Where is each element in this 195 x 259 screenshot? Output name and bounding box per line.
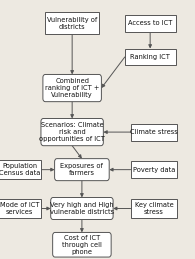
FancyBboxPatch shape bbox=[0, 160, 41, 179]
FancyBboxPatch shape bbox=[53, 233, 111, 257]
Text: Ranking ICT: Ranking ICT bbox=[130, 54, 170, 60]
FancyBboxPatch shape bbox=[131, 161, 177, 178]
FancyBboxPatch shape bbox=[131, 199, 177, 218]
Text: Scenarios: Climate
risk and
opportunities of ICT: Scenarios: Climate risk and opportunitie… bbox=[39, 122, 105, 142]
FancyBboxPatch shape bbox=[45, 12, 99, 34]
Text: Key climate
stress: Key climate stress bbox=[135, 202, 173, 215]
Text: Very high and High
vulnerable districts: Very high and High vulnerable districts bbox=[50, 202, 114, 215]
FancyBboxPatch shape bbox=[55, 159, 109, 181]
FancyBboxPatch shape bbox=[51, 197, 113, 219]
Text: Population
Census data: Population Census data bbox=[0, 163, 40, 176]
FancyBboxPatch shape bbox=[41, 119, 103, 146]
Text: Access to ICT: Access to ICT bbox=[128, 20, 172, 26]
Text: Exposures of
farmers: Exposures of farmers bbox=[60, 163, 103, 176]
Text: Poverty data: Poverty data bbox=[133, 167, 175, 173]
FancyBboxPatch shape bbox=[125, 15, 176, 32]
Text: Cost of ICT
through cell
phone: Cost of ICT through cell phone bbox=[62, 234, 102, 255]
Text: Climate stress: Climate stress bbox=[130, 129, 178, 135]
Text: Vulnerability of
districts: Vulnerability of districts bbox=[47, 17, 97, 30]
FancyBboxPatch shape bbox=[125, 49, 176, 65]
Text: Combined
ranking of ICT +
Vulnerability: Combined ranking of ICT + Vulnerability bbox=[45, 78, 99, 98]
FancyBboxPatch shape bbox=[43, 75, 101, 102]
FancyBboxPatch shape bbox=[0, 199, 41, 218]
Text: Mode of ICT
services: Mode of ICT services bbox=[0, 202, 39, 215]
FancyBboxPatch shape bbox=[131, 124, 177, 140]
